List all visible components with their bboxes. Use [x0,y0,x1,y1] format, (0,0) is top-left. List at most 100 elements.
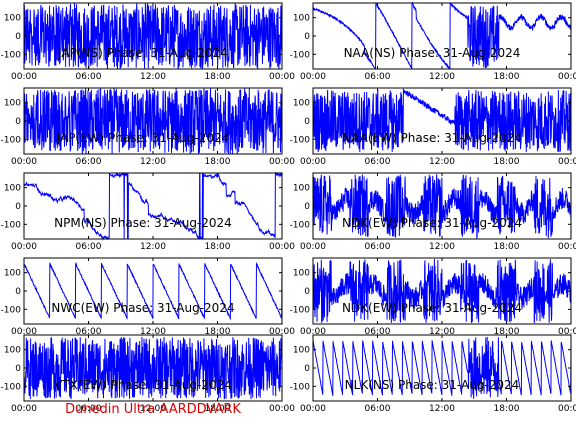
x-tick-label: 00:00 [269,242,295,252]
y-tick-label: 0 [304,287,310,297]
x-tick-label: 00:00 [300,72,326,82]
x-tick-label: 12:00 [140,327,166,337]
plot-panel: 100 0 -100 00:00 06:00 12:00 18:00 00:00 JAP(EW)… [1,87,295,167]
phase-trace [312,88,572,153]
y-tick-label: -100 [290,305,311,315]
y-tick-label: 0 [15,202,21,212]
phase-trace [312,336,572,399]
plot-title: NWC(EW) Phase: 31-Aug-2024 [51,301,234,315]
y-tick-label: -100 [1,382,22,392]
y-tick-label: 100 [293,346,310,356]
y-tick-label: 0 [15,364,21,374]
plot-title: NLK(NS) Phase: 31-Aug-2024 [345,378,520,392]
y-tick-label: -100 [1,305,22,315]
phase-trace [23,336,283,400]
x-tick-label: 06:00 [76,242,102,252]
x-tick-label: 00:00 [300,327,326,337]
y-tick-label: 100 [293,14,310,24]
phase-trace [23,262,283,321]
plot-panel: 100 0 -100 00:00 06:00 12:00 18:00 00:00 NDK(EW)… [290,257,576,337]
x-tick-label: 00:00 [269,404,295,414]
phase-trace [312,1,572,70]
x-tick-label: 06:00 [76,157,102,167]
x-tick-label: 00:00 [300,157,326,167]
plot-title: NAA(NS) Phase: 31-Aug-2024 [344,46,521,60]
x-tick-label: 18:00 [494,327,520,337]
x-tick-label: 06:00 [76,327,102,337]
x-tick-label: 12:00 [429,72,455,82]
x-tick-label: 18:00 [494,242,520,252]
y-tick-label: 100 [4,14,21,24]
plot-panel: 100 0 -100 00:00 06:00 12:00 18:00 00:00 NDK(EW)… [290,172,576,252]
x-tick-label: 00:00 [558,404,576,414]
plot-panel: 100 0 -100 00:00 06:00 12:00 18:00 00:00 VTX(EW)… [1,334,295,414]
y-tick-label: -100 [290,135,311,145]
plot-title: NDK(EW) Phase: 31-Aug-2024 [342,216,522,230]
x-tick-label: 00:00 [11,157,37,167]
y-tick-label: -100 [1,220,22,230]
y-tick-label: 0 [304,117,310,127]
y-tick-label: 100 [4,184,21,194]
plot-panel: 100 0 -100 00:00 06:00 12:00 18:00 00:00 NAA(EW)… [290,87,576,167]
x-tick-label: 18:00 [494,157,520,167]
phase-trace [23,87,283,154]
plot-panel: 100 0 -100 00:00 06:00 12:00 18:00 00:00 JAP(NS)… [1,2,295,82]
plot-title: NAA(EW) Phase: 31-Aug-2024 [342,131,522,145]
x-tick-label: 12:00 [429,157,455,167]
footer-label: Dunedin Ultra AARDDVARK [65,402,241,417]
x-tick-label: 18:00 [205,327,231,337]
y-tick-label: 100 [4,346,21,356]
x-tick-label: 12:00 [429,327,455,337]
x-tick-label: 00:00 [558,157,576,167]
plot-title: VTX(EW) Phase: 31-Aug-2024 [54,378,232,392]
x-tick-label: 12:00 [140,404,166,414]
x-tick-label: 18:00 [494,72,520,82]
plot-panel: 100 0 -100 00:00 06:00 12:00 18:00 00:00 NPM(NS)… [1,171,295,252]
y-tick-label: 0 [304,364,310,374]
phase-trace [23,3,283,70]
y-tick-label: 100 [293,269,310,279]
y-tick-label: -100 [290,50,311,60]
x-tick-label: 12:00 [140,157,166,167]
x-tick-label: 18:00 [205,72,231,82]
x-tick-label: 00:00 [558,327,576,337]
x-tick-label: 06:00 [76,404,102,414]
x-tick-label: 06:00 [365,242,391,252]
y-tick-label: -100 [290,382,311,392]
plot-title: JAP(NS) Phase: 31-Aug-2024 [57,46,228,60]
x-tick-label: 06:00 [365,327,391,337]
plot-title: NPM(NS) Phase: 31-Aug-2024 [54,216,232,230]
y-tick-label: 0 [15,117,21,127]
phase-trace [312,174,572,240]
x-tick-label: 12:00 [140,242,166,252]
x-tick-label: 12:00 [140,72,166,82]
plot-title: NDK(EW) Phase: 31-Aug-2024 [342,301,522,315]
y-tick-label: 0 [15,32,21,42]
y-tick-label: 0 [15,287,21,297]
plot-panel: 100 0 -100 00:00 06:00 12:00 18:00 00:00 NWC(EW)… [1,257,295,337]
x-tick-label: 00:00 [11,327,37,337]
y-tick-label: -100 [1,50,22,60]
x-tick-label: 00:00 [558,72,576,82]
y-tick-label: 100 [4,99,21,109]
x-tick-label: 18:00 [205,404,231,414]
x-tick-label: 00:00 [300,404,326,414]
x-tick-label: 00:00 [300,242,326,252]
x-tick-label: 00:00 [269,157,295,167]
y-tick-label: -100 [1,135,22,145]
x-tick-label: 06:00 [365,157,391,167]
x-tick-label: 00:00 [11,242,37,252]
x-tick-label: 18:00 [494,404,520,414]
x-tick-label: 18:00 [205,242,231,252]
y-tick-label: 100 [4,269,21,279]
x-tick-label: 18:00 [205,157,231,167]
y-tick-label: 0 [304,202,310,212]
x-tick-label: 00:00 [11,72,37,82]
plot-panel: 100 0 -100 00:00 06:00 12:00 18:00 00:00 NAA(NS)… [290,1,576,82]
x-tick-label: 00:00 [269,327,295,337]
y-tick-label: -100 [290,220,311,230]
phase-trace [312,258,572,324]
y-tick-label: 100 [293,184,310,194]
plot-panel: 100 0 -100 00:00 06:00 12:00 18:00 00:00 NLK(NS)… [290,334,576,414]
